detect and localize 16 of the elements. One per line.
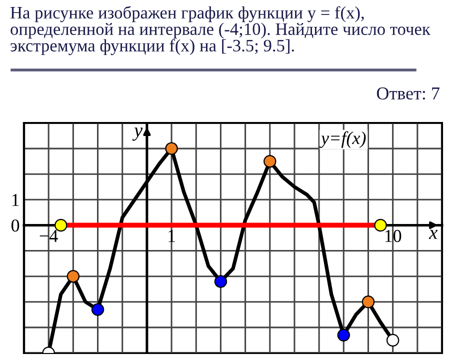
point <box>362 296 375 308</box>
point <box>337 328 350 342</box>
point <box>264 154 276 168</box>
y-axis-title: y <box>132 128 143 141</box>
point <box>386 334 400 347</box>
text: Ответ: 7 <box>376 87 440 100</box>
point <box>66 270 80 283</box>
point <box>91 303 104 316</box>
x-axis-title: x <box>428 230 438 239</box>
y-tick-label: 0 <box>11 219 20 232</box>
text: y=f(x) <box>320 131 366 148</box>
chart-title: На рисунке изображен график функции y = f(x), определенной на интервале (-4;10). Найдите число точек экстремума функции f(x) на [-3.5; 9.5]. <box>10 6 430 56</box>
point <box>214 275 228 288</box>
point <box>54 218 68 232</box>
point <box>374 218 387 232</box>
point <box>165 142 178 155</box>
